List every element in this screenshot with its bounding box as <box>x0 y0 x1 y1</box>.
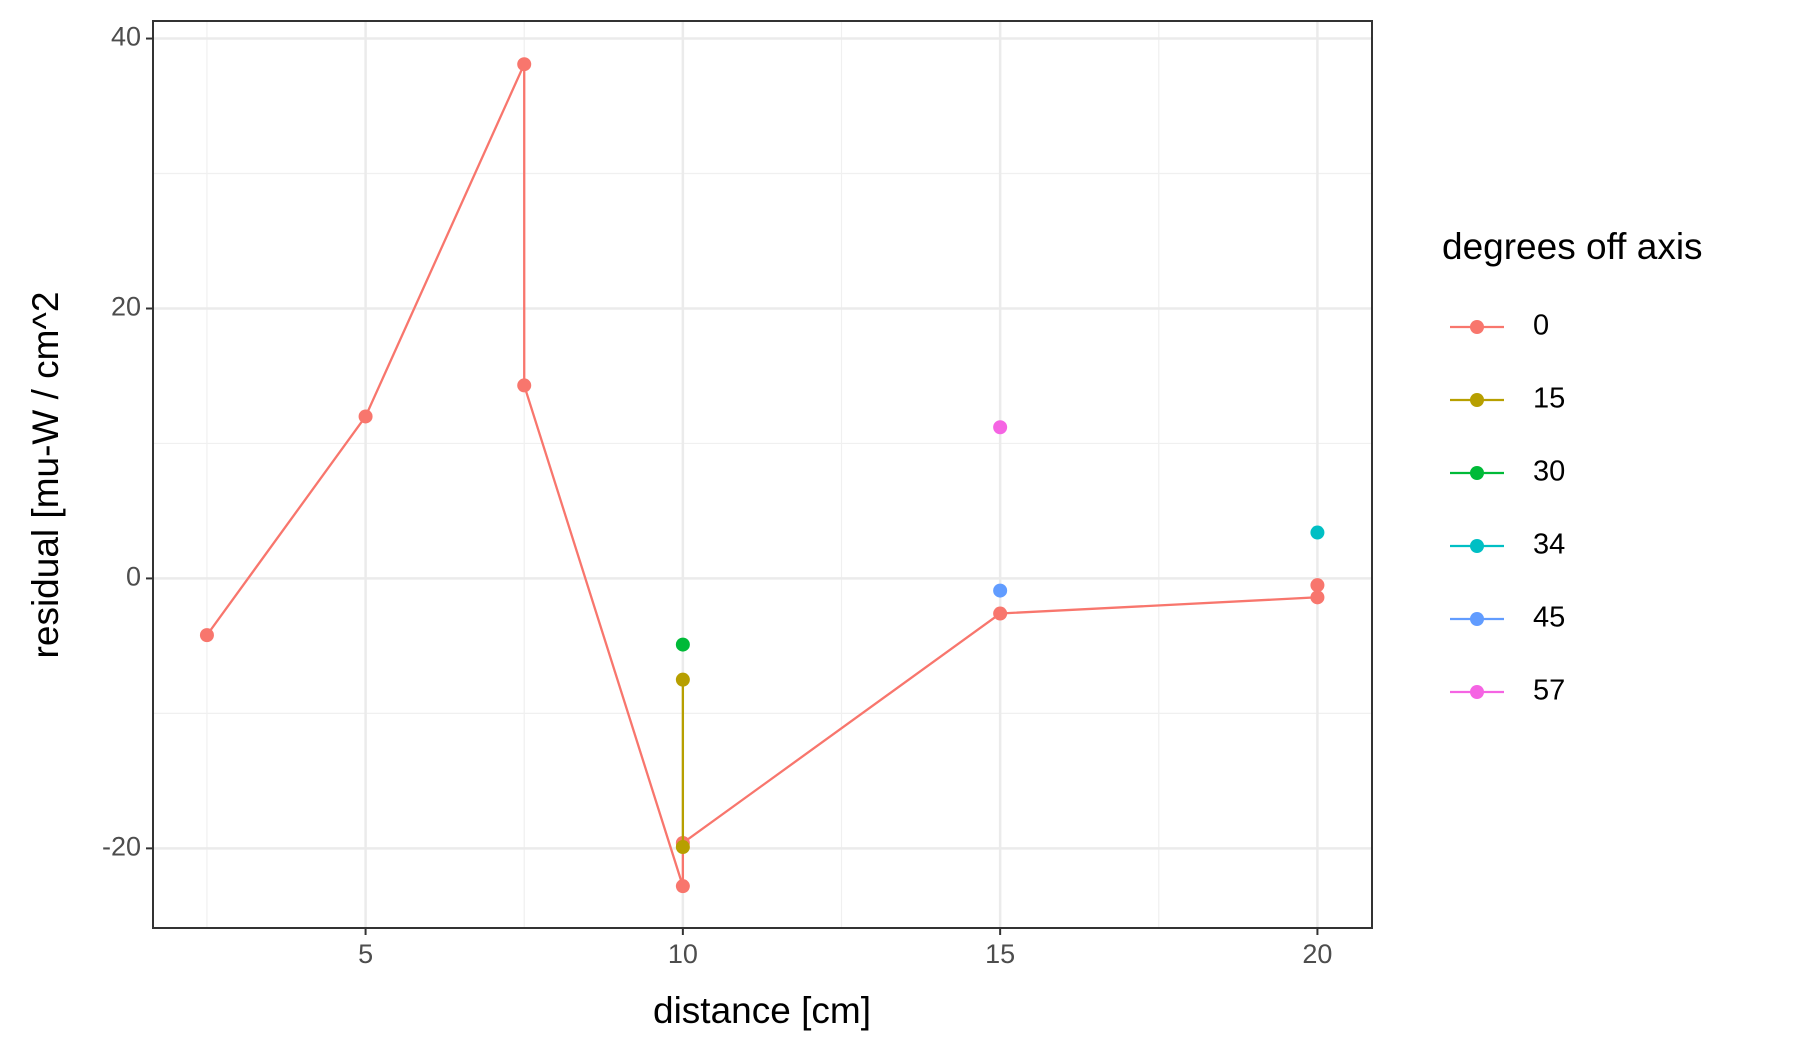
x-tick-label: 20 <box>1302 939 1332 969</box>
x-tick-label: 15 <box>985 939 1015 969</box>
y-tick-label: 20 <box>111 292 141 322</box>
x-axis-title: distance [cm] <box>653 990 871 1031</box>
y-tick-label: 0 <box>126 562 141 592</box>
legend-key-point <box>1470 685 1484 699</box>
legend-title: degrees off axis <box>1442 226 1703 267</box>
data-point <box>1310 578 1325 593</box>
legend-label: 57 <box>1533 675 1565 707</box>
y-axis-title: residual [mu-W / cm^2 <box>25 292 66 659</box>
legend-key-point <box>1470 320 1484 334</box>
y-tick-label: 40 <box>111 22 141 52</box>
data-point <box>993 583 1008 598</box>
data-point <box>675 879 690 894</box>
data-point <box>675 637 690 652</box>
data-point <box>1310 590 1325 605</box>
y-tick-label: -20 <box>102 831 141 861</box>
data-point <box>1310 525 1325 540</box>
series-line <box>206 63 1319 887</box>
legend-key-point <box>1470 466 1484 480</box>
legend-label: 15 <box>1533 383 1565 415</box>
data-point <box>993 606 1008 621</box>
data-point <box>993 420 1008 435</box>
x-tick-label: 5 <box>358 939 373 969</box>
x-tick-label: 10 <box>668 939 698 969</box>
legend-label: 0 <box>1533 310 1549 342</box>
data-point <box>675 672 690 687</box>
legend-label: 34 <box>1533 529 1565 561</box>
data-point <box>517 57 532 72</box>
legend-label: 45 <box>1533 602 1565 634</box>
data-point <box>358 409 373 424</box>
legend-key-point <box>1470 539 1484 553</box>
legend-key-point <box>1470 612 1484 626</box>
panel-border <box>152 20 1373 929</box>
data-point <box>517 378 532 393</box>
data-point <box>675 840 690 855</box>
legend-key-point <box>1470 393 1484 407</box>
data-point <box>199 628 214 643</box>
legend-label: 30 <box>1533 456 1565 488</box>
